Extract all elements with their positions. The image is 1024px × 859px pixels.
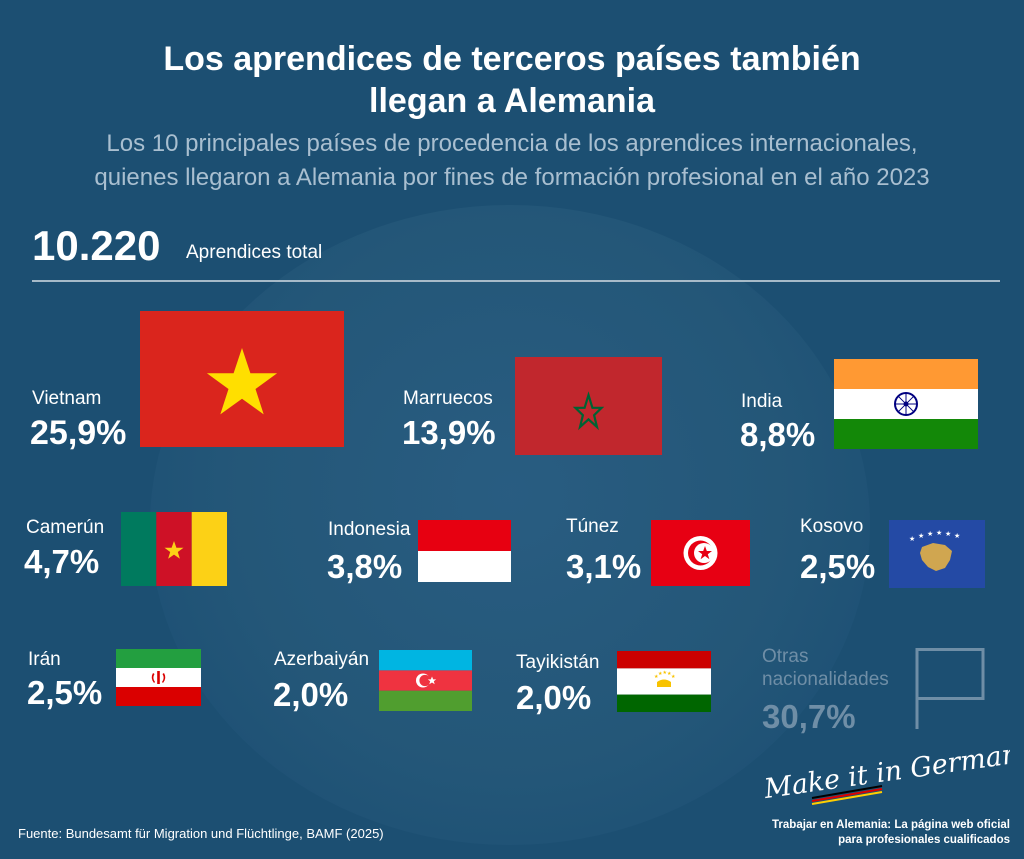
kosovo-flag: ★ ★ ★ ★ ★ ★ bbox=[889, 520, 985, 588]
country-name-vietnam: Vietnam bbox=[32, 388, 102, 409]
blank-flag bbox=[915, 648, 985, 730]
share-cameroon: 4,7% bbox=[24, 543, 100, 580]
share-iran: 2,5% bbox=[27, 674, 103, 711]
others-name-line-2: nacionalidades bbox=[762, 669, 889, 690]
source-note: Fuente: Bundesamt für Migration und Flüc… bbox=[18, 826, 384, 841]
svg-text:★: ★ bbox=[918, 532, 924, 540]
cameroon-flag bbox=[121, 512, 227, 586]
share-tunisia: 3,1% bbox=[566, 548, 642, 585]
indonesia-flag bbox=[418, 520, 511, 582]
subtitle-line-2: quienes llegaron a Alemania por fines de… bbox=[94, 164, 930, 191]
country-name-cameroon: Camerún bbox=[26, 517, 105, 538]
slogan: Trabajar en Alemania: La página web ofic… bbox=[772, 818, 1010, 848]
svg-text:★: ★ bbox=[663, 670, 668, 676]
share-azerbaijan: 2,0% bbox=[273, 676, 349, 713]
others-name-line-1: Otras bbox=[762, 646, 809, 667]
title-line-1: Los aprendices de terceros países tambié… bbox=[163, 40, 861, 78]
svg-text:★: ★ bbox=[909, 535, 915, 543]
slogan-line-2: para profesionales cualificados bbox=[838, 834, 1010, 846]
share-kosovo: 2,5% bbox=[800, 548, 876, 585]
tunisia-flag bbox=[651, 520, 750, 586]
svg-text:★: ★ bbox=[658, 671, 663, 677]
share-indonesia: 3,8% bbox=[327, 548, 403, 585]
country-name-india: India bbox=[741, 391, 783, 412]
country-name-azerbaijan: Azerbaiyán bbox=[274, 649, 370, 670]
country-name-morocco: Marruecos bbox=[403, 388, 493, 409]
share-vietnam: 25,9% bbox=[30, 414, 127, 452]
svg-text:★: ★ bbox=[954, 532, 960, 540]
svg-text:★: ★ bbox=[945, 530, 951, 538]
svg-text:★: ★ bbox=[654, 674, 659, 680]
tajikistan-flag: ★ ★ ★ ★ ★ bbox=[617, 651, 711, 712]
country-name-tunisia: Túnez bbox=[566, 516, 619, 537]
total-label: Aprendices total bbox=[186, 242, 323, 263]
title-line-2: llegan a Alemania bbox=[369, 82, 655, 120]
country-name-tajikistan: Tayikistán bbox=[516, 652, 600, 673]
svg-text:★: ★ bbox=[927, 530, 933, 538]
share-others: 30,7% bbox=[762, 698, 856, 735]
make-it-in-germany-logo: Make it in Germany bbox=[760, 736, 1024, 810]
vietnam-flag bbox=[140, 311, 344, 447]
country-name-iran: Irán bbox=[28, 649, 61, 670]
country-name-kosovo: Kosovo bbox=[800, 516, 864, 537]
subtitle-line-1: Los 10 principales países de procedencia… bbox=[106, 130, 918, 157]
morocco-flag bbox=[515, 357, 662, 455]
total-value: 10.220 bbox=[32, 222, 161, 269]
svg-text:★: ★ bbox=[936, 529, 942, 537]
slogan-line-1: Trabajar en Alemania: La página web ofic… bbox=[772, 819, 1010, 831]
svg-text:★: ★ bbox=[671, 674, 676, 680]
country-name-indonesia: Indonesia bbox=[328, 519, 411, 540]
logo-text: Make it in Germany bbox=[761, 748, 1010, 805]
divider bbox=[32, 280, 1000, 282]
share-tajikistan: 2,0% bbox=[516, 679, 592, 716]
share-morocco: 13,9% bbox=[402, 414, 496, 451]
azerbaijan-flag bbox=[379, 650, 472, 711]
iran-flag bbox=[116, 649, 201, 706]
svg-text:★: ★ bbox=[667, 671, 672, 677]
share-india: 8,8% bbox=[740, 416, 816, 453]
india-flag bbox=[834, 359, 978, 449]
